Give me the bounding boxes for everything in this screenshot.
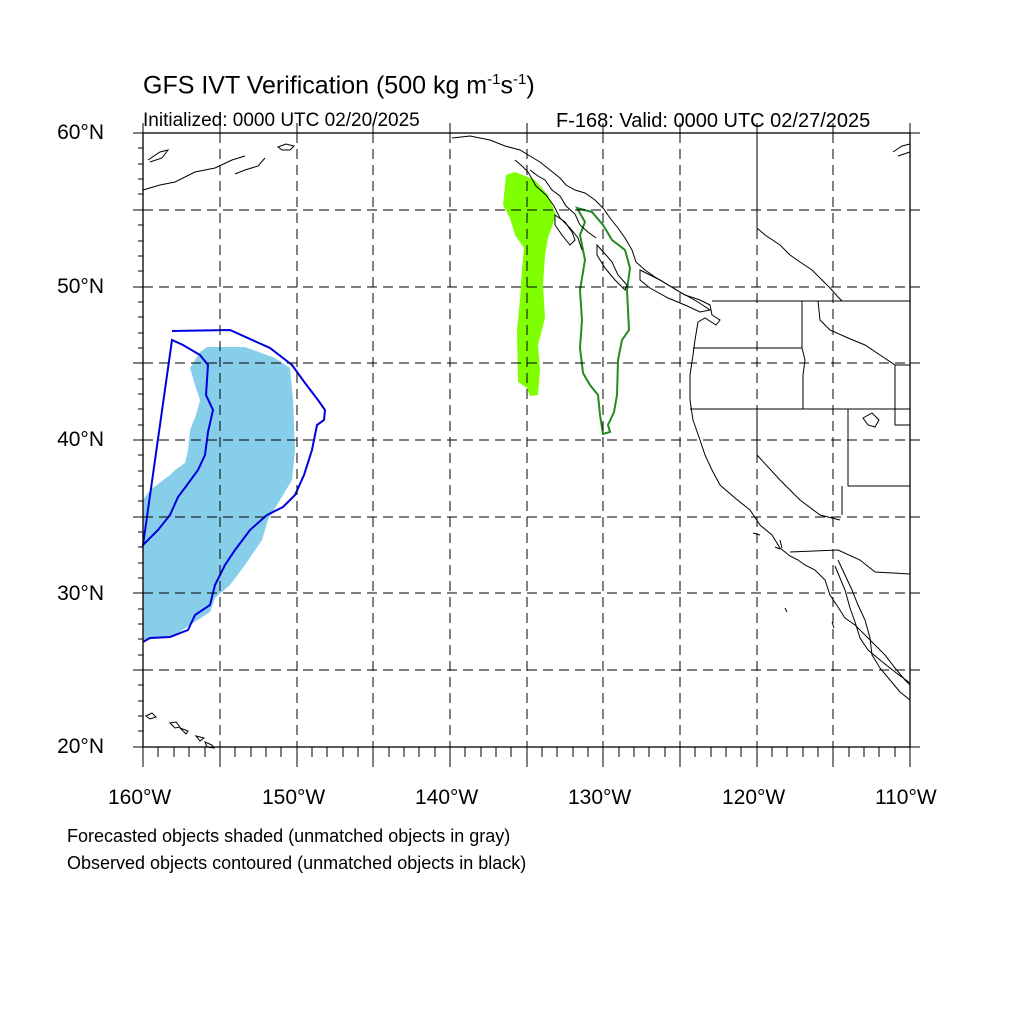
lat-label-40n: 40°N	[57, 428, 104, 451]
initialized-label: Initialized: 0000 UTC 02/20/2025	[143, 110, 420, 131]
observed-object-1	[141, 328, 327, 643]
lon-label-120w: 120°W	[722, 786, 786, 809]
coastlines	[142, 135, 911, 749]
plot-title: GFS IVT Verification (500 kg m-1s-1)	[143, 71, 535, 100]
political-boundaries	[690, 137, 911, 575]
observed-note: Observed objects contoured (unmatched ob…	[67, 853, 527, 873]
axis-ticks	[133, 123, 920, 767]
lat-label-20n: 20°N	[57, 735, 104, 758]
observed-object-2	[574, 206, 632, 436]
lat-label-50n: 50°N	[57, 275, 104, 298]
forecast-object-1	[143, 347, 295, 640]
lat-label-60n: 60°N	[57, 121, 104, 144]
forecast-note: Forecasted objects shaded (unmatched obj…	[67, 826, 511, 846]
lon-label-110w: 110°W	[875, 786, 937, 809]
lon-label-130w: 130°W	[568, 786, 632, 809]
lon-label-150w: 150°W	[262, 786, 326, 809]
lat-label-30n: 30°N	[57, 582, 104, 605]
forecast-object-2	[503, 172, 556, 396]
valid-time-label: F-168: Valid: 0000 UTC 02/27/2025	[556, 110, 871, 132]
lon-label-160w: 160°W	[108, 786, 172, 809]
lon-label-140w: 140°W	[415, 786, 479, 809]
graticule	[143, 133, 910, 747]
